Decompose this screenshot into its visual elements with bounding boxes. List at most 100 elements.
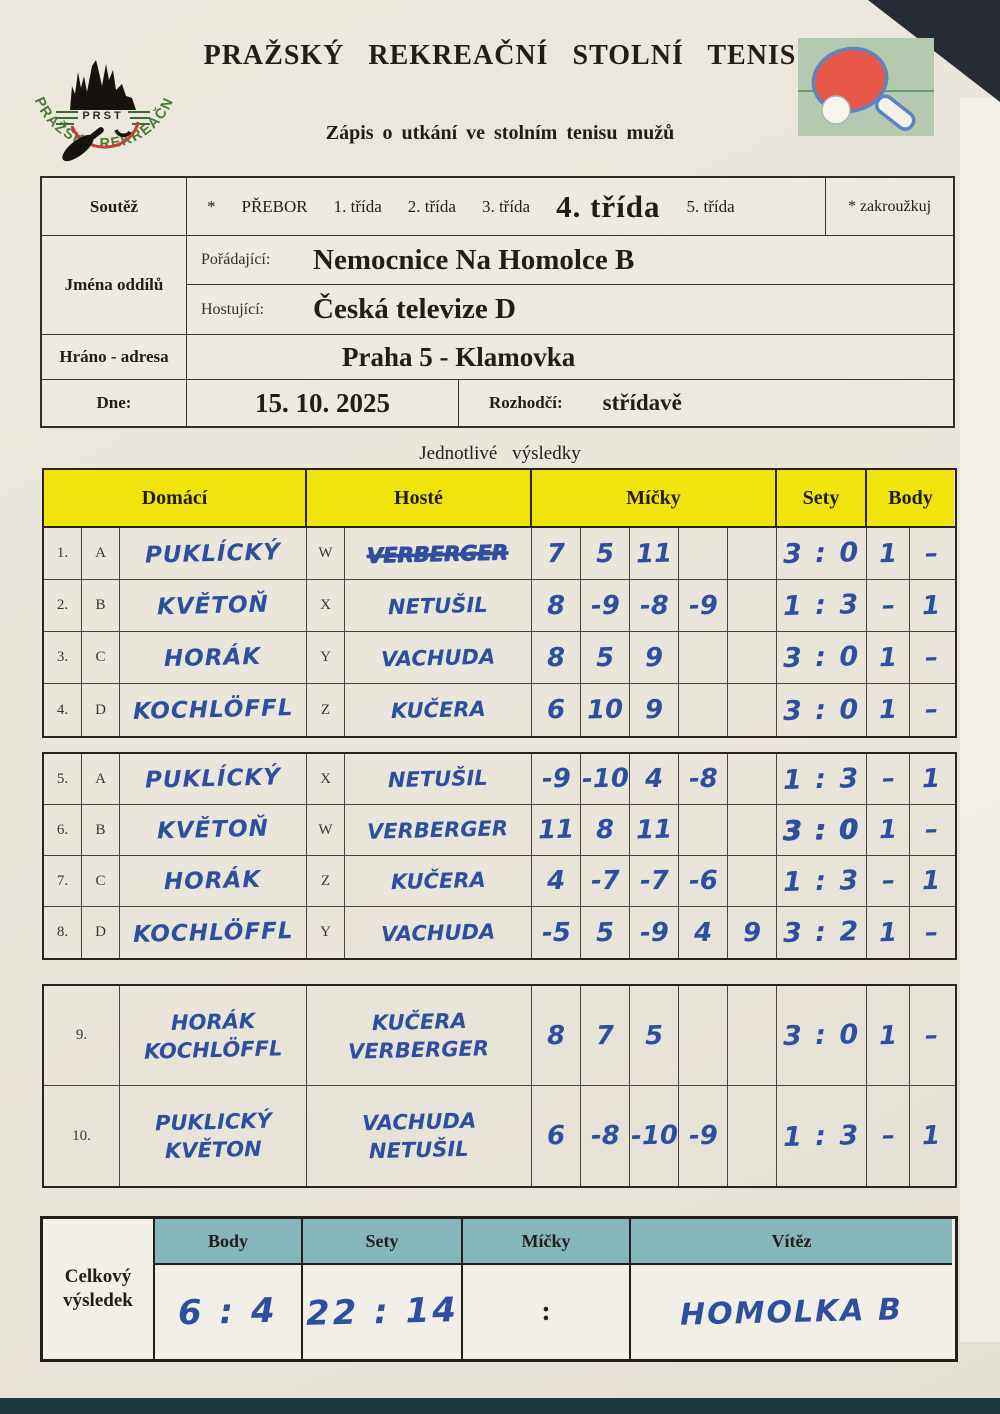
option-1-trida: 1. třída bbox=[333, 196, 382, 216]
home-team-name: Nemocnice Na Homolce B bbox=[313, 243, 635, 276]
point-guest: – bbox=[924, 642, 939, 673]
ball-score: 5 bbox=[595, 917, 615, 948]
ball-score: -10 bbox=[630, 1120, 678, 1152]
match-number: 1. bbox=[44, 528, 82, 579]
guest-player: VACHUDA bbox=[380, 919, 496, 946]
date-label: Dne: bbox=[42, 380, 187, 426]
competition-row: Soutěž * PŘEBOR 1. třída 2. třída 3. tří… bbox=[42, 178, 953, 236]
match-row-3: 3. C HORÁK Y VACHUDA 8 5 9 3 : 0 1 – bbox=[44, 632, 955, 684]
logo-ring-text-red: S bbox=[12, 46, 18, 50]
guest-player: NETUŠIL bbox=[387, 592, 489, 619]
ball-score: 10 bbox=[586, 694, 624, 726]
sets-score: 3 : 0 bbox=[782, 1019, 861, 1052]
point-home: – bbox=[881, 763, 895, 795]
point-guest: – bbox=[924, 814, 939, 846]
sets-score: 1 : 3 bbox=[782, 864, 861, 898]
sets-score: 3 : 0 bbox=[782, 641, 861, 674]
ball-score: 11 bbox=[635, 538, 673, 569]
venue-value: Praha 5 - Klamovka bbox=[342, 341, 576, 372]
circle-instruction: * zakroužkuj bbox=[825, 178, 953, 235]
match-number: 4. bbox=[44, 684, 82, 736]
home-letter: B bbox=[82, 580, 120, 631]
home-player: KVĚTOŇ bbox=[156, 815, 270, 845]
option-3-trida: 3. třída bbox=[481, 196, 531, 216]
guest-player: VACHUDA bbox=[361, 1108, 477, 1136]
sets-score: 3 : 0 bbox=[782, 537, 861, 570]
sets-score: 3 : 2 bbox=[782, 916, 861, 949]
ball-score: -7 bbox=[590, 865, 620, 897]
match-number: 7. bbox=[44, 856, 82, 906]
sets-score: 3 : 0 bbox=[782, 813, 861, 847]
results-table-doubles: 9. HORÁK KOCHLÖFFL KUČERA VERBERGER 8 7 … bbox=[42, 984, 957, 1188]
option-5-trida: 5. třída bbox=[686, 196, 735, 216]
point-guest: – bbox=[924, 538, 939, 569]
guest-letter: Z bbox=[307, 856, 345, 906]
sets-score: 3 : 0 bbox=[782, 693, 861, 727]
referee-value: střídavě bbox=[602, 390, 682, 415]
option-prebor: PŘEBOR bbox=[241, 196, 308, 216]
guest-letter: Y bbox=[307, 632, 345, 683]
summary-header-winner: Vítěz bbox=[629, 1219, 952, 1265]
point-home: – bbox=[881, 1120, 895, 1152]
summary-sets-value: 22 : 14 bbox=[305, 1290, 459, 1334]
guest-player: VERBERGER bbox=[348, 1035, 490, 1064]
summary-points-value: 6 : 4 bbox=[177, 1290, 279, 1334]
guest-label: Hostující: bbox=[201, 300, 265, 318]
background-bottom bbox=[0, 1398, 1000, 1414]
col-header-points: Body bbox=[867, 470, 954, 526]
sets-score: 1 : 3 bbox=[782, 589, 861, 622]
match-row-8: 8. D KOCHLÖFFL Y VACHUDA -5 5 -9 4 9 3 :… bbox=[44, 907, 955, 958]
paddle-illustration bbox=[798, 38, 934, 141]
home-letter: A bbox=[82, 754, 120, 804]
col-header-guests: Hosté bbox=[307, 470, 532, 526]
guest-letter: Y bbox=[307, 907, 345, 958]
logo-ring-text-2: TOLNÍ TENIS bbox=[12, 46, 18, 50]
col-header-home: Domácí bbox=[44, 470, 307, 526]
results-table-2: 5. A PUKLÍCKÝ X NETUŠIL -9 -10 4 -8 1 : … bbox=[42, 752, 957, 960]
ball-score: 4 bbox=[693, 917, 713, 948]
venue-row: Hráno - adresa Praha 5 - Klamovka bbox=[42, 335, 953, 380]
ball-score: 8 bbox=[546, 590, 566, 621]
home-letter: C bbox=[82, 632, 120, 683]
ball-score: -10 bbox=[581, 763, 629, 795]
guest-letter: W bbox=[307, 805, 345, 855]
ball-score: 9 bbox=[644, 642, 664, 673]
ball-score: -5 bbox=[541, 917, 571, 948]
match-number: 9. bbox=[44, 986, 120, 1085]
ball-score: -6 bbox=[688, 865, 718, 897]
ball-score: -8 bbox=[639, 590, 669, 621]
match-row-2: 2. B KVĚTOŇ X NETUŠIL 8 -9 -8 -9 1 : 3 –… bbox=[44, 580, 955, 632]
venue-label: Hráno - adresa bbox=[42, 335, 187, 379]
summary-header-sets: Sety bbox=[301, 1219, 461, 1265]
competition-label: Soutěž bbox=[42, 178, 187, 235]
page-title: PRAŽSKÝ REKREAČNÍ STOLNÍ TENIS bbox=[203, 40, 797, 71]
date-row: Dne: 15. 10. 2025 Rozhodčí: střídavě bbox=[42, 380, 953, 426]
match-row-9: 9. HORÁK KOCHLÖFFL KUČERA VERBERGER 8 7 … bbox=[44, 986, 955, 1086]
guest-letter: W bbox=[307, 528, 345, 579]
home-letter: D bbox=[82, 907, 120, 958]
ball-score: 8 bbox=[546, 1020, 566, 1051]
ball-score: 5 bbox=[595, 538, 615, 569]
ball-score: -9 bbox=[688, 590, 718, 621]
point-guest: – bbox=[924, 694, 939, 726]
point-home: 1 bbox=[878, 1020, 898, 1051]
point-guest: 1 bbox=[922, 865, 941, 897]
point-home: 1 bbox=[878, 917, 898, 948]
guest-player: KUČERA bbox=[371, 1008, 467, 1035]
guest-team-name: Česká televize D bbox=[313, 293, 516, 325]
ball-score: 7 bbox=[546, 538, 566, 569]
ball-score: 5 bbox=[595, 642, 615, 673]
match-number: 6. bbox=[44, 805, 82, 855]
home-pair: PUKLICKÝ KVĚTON bbox=[120, 1086, 307, 1186]
home-player: HORÁK bbox=[164, 643, 262, 672]
results-header-row: Domácí Hosté Míčky Sety Body bbox=[44, 470, 955, 528]
summary-balls-value: : bbox=[541, 1296, 551, 1327]
results-caption: Jednotlivé výsledky bbox=[419, 443, 581, 464]
guest-pair: VACHUDA NETUŠIL bbox=[307, 1086, 532, 1186]
team-names-row: Jména oddílů Pořádající: Nemocnice Na Ho… bbox=[42, 236, 953, 335]
ball-score: -7 bbox=[639, 865, 669, 897]
home-letter: C bbox=[82, 856, 120, 906]
match-row-5: 5. A PUKLÍCKÝ X NETUŠIL -9 -10 4 -8 1 : … bbox=[44, 754, 955, 805]
guest-player: KUČERA bbox=[390, 696, 486, 724]
